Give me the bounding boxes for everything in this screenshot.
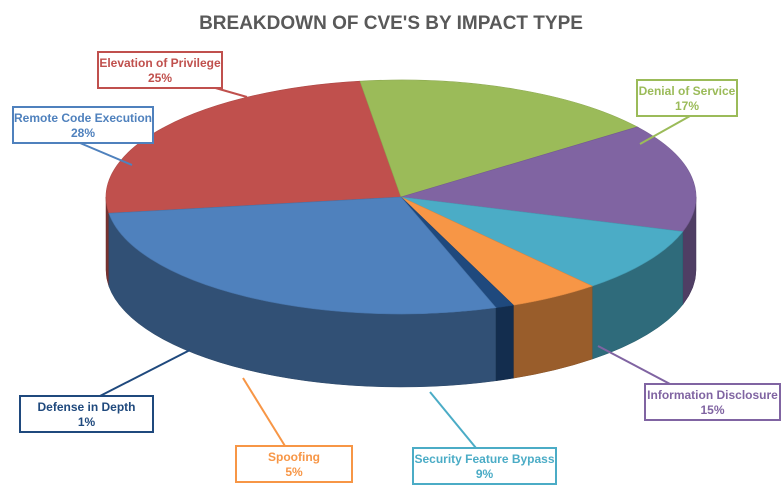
chart-title: BREAKDOWN OF CVE'S BY IMPACT TYPE	[199, 13, 583, 34]
pie-slice-denial-of-service	[359, 79, 639, 198]
callout-box	[97, 51, 223, 89]
callout-box	[12, 106, 154, 144]
slice-label: Security Feature Bypass	[414, 452, 554, 466]
callout-box	[235, 445, 353, 483]
pie-slice-remote-code-execution	[108, 196, 497, 315]
slice-value-label: 28%	[71, 126, 95, 140]
slice-label: Defense in Depth	[37, 400, 135, 414]
leader-line	[242, 377, 286, 447]
callout-box	[19, 395, 154, 433]
pie-slices	[105, 79, 697, 388]
slice-label: Spoofing	[268, 450, 320, 464]
slice-label: Denial of Service	[639, 84, 736, 98]
pie-slice-security-feature-bypass	[400, 196, 684, 287]
pie-slice-elevation-of-privilege	[105, 80, 402, 214]
leader-line	[99, 349, 191, 397]
pie-side-defense-in-depth	[495, 304, 514, 382]
callout-box	[644, 383, 781, 421]
slice-label: Elevation of Privilege	[99, 56, 221, 70]
slice-value-label: 1%	[78, 415, 96, 429]
slice-value-label: 17%	[675, 99, 699, 113]
slice-value-label: 15%	[700, 403, 724, 417]
callout-box	[412, 447, 557, 485]
slice-value-label: 9%	[476, 467, 494, 481]
leader-line	[639, 115, 691, 145]
slice-value-label: 5%	[285, 465, 303, 479]
slice-label: Remote Code Execution	[14, 111, 152, 125]
leader-line	[429, 391, 477, 449]
leader-line	[79, 142, 133, 166]
slice-value-label: 25%	[148, 71, 172, 85]
slice-label: Information Disclosure	[647, 388, 778, 402]
callout-box	[636, 79, 738, 117]
leader-line	[597, 345, 671, 385]
